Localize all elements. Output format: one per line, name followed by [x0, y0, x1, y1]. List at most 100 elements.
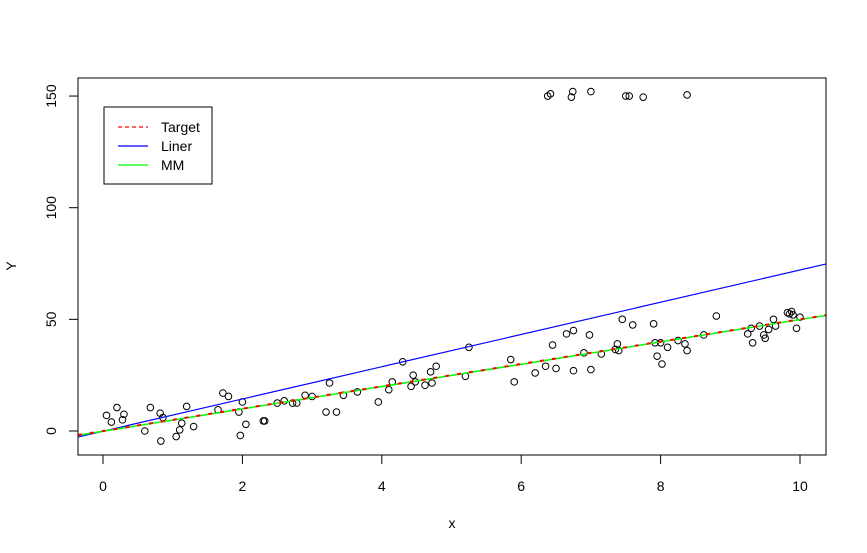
y-axis-label: Y — [3, 261, 19, 271]
y-tick-label: 150 — [43, 84, 59, 108]
data-point — [242, 420, 250, 429]
data-point — [787, 307, 796, 316]
data-point — [118, 416, 127, 424]
data-point — [260, 417, 269, 425]
legend-label: Target — [161, 119, 200, 135]
data-point — [146, 403, 155, 412]
data-point — [587, 365, 595, 374]
data-point — [398, 357, 407, 366]
data-point — [683, 91, 691, 99]
fit-lines — [77, 263, 826, 438]
data-point — [426, 368, 435, 376]
data-point — [761, 334, 769, 343]
data-point — [639, 93, 647, 101]
data-point — [618, 315, 627, 324]
plot-frame — [77, 77, 827, 456]
data-point — [567, 93, 576, 101]
x-axis-label: x — [449, 515, 456, 531]
legend: Target Liner MM — [103, 106, 213, 185]
data-point — [580, 349, 588, 357]
data-point — [102, 411, 111, 420]
data-point — [506, 355, 515, 364]
data-point — [219, 389, 227, 397]
data-point — [587, 87, 595, 96]
data-point — [585, 331, 594, 339]
data-point — [663, 343, 672, 352]
data-point — [681, 340, 689, 348]
x-axis: 0 2 4 6 8 10 — [99, 455, 808, 494]
data-point — [552, 364, 560, 373]
data-point — [280, 397, 289, 405]
data-point — [384, 385, 393, 394]
y-axis: 0 50 100 150 — [43, 84, 78, 435]
data-point — [743, 330, 752, 338]
x-tick-label: 8 — [657, 478, 665, 494]
data-point — [748, 338, 757, 347]
data-point — [428, 379, 436, 387]
x-tick-label: 6 — [517, 478, 525, 494]
data-point — [628, 321, 637, 329]
data-point — [175, 426, 184, 434]
data-point — [569, 366, 578, 375]
data-point — [332, 408, 341, 416]
mm-line — [77, 314, 826, 436]
data-point — [792, 324, 801, 333]
data-point — [421, 381, 429, 390]
data-point — [172, 432, 180, 441]
data-point — [653, 352, 661, 360]
y-tick-label: 50 — [43, 311, 59, 327]
data-point — [157, 437, 165, 445]
data-point — [409, 371, 417, 379]
x-tick-label: 4 — [378, 478, 386, 494]
data-point — [177, 419, 186, 427]
data-point — [322, 408, 330, 416]
y-tick-label: 0 — [43, 427, 59, 435]
data-point — [531, 369, 539, 377]
data-point — [236, 431, 245, 440]
data-point — [541, 362, 550, 371]
data-point — [407, 382, 415, 391]
data-point — [224, 392, 233, 401]
data-point — [120, 410, 128, 419]
data-point — [759, 331, 768, 339]
data-point — [107, 418, 116, 426]
data-point — [569, 326, 578, 335]
data-point — [141, 427, 149, 435]
data-point — [182, 402, 191, 411]
data-point — [562, 330, 571, 338]
data-point — [301, 391, 309, 400]
data-point — [789, 311, 797, 319]
legend-label: MM — [161, 157, 184, 173]
data-point — [621, 92, 630, 100]
liner-line — [77, 263, 826, 438]
data-point — [510, 378, 519, 386]
data-point — [353, 388, 362, 396]
data-point — [625, 92, 634, 100]
data-point — [712, 312, 721, 320]
data-point — [568, 87, 577, 96]
x-tick-label: 0 — [99, 478, 107, 494]
data-point — [325, 379, 334, 387]
data-point — [785, 309, 794, 318]
y-tick-label: 100 — [43, 196, 59, 220]
data-point — [374, 398, 383, 406]
data-point — [769, 315, 778, 324]
data-point — [683, 346, 691, 355]
x-tick-label: 2 — [239, 478, 247, 494]
data-point — [658, 360, 666, 368]
data-point — [113, 403, 121, 412]
data-point — [613, 340, 622, 348]
data-point — [796, 313, 804, 321]
data-point — [649, 320, 658, 328]
legend-label: Liner — [161, 138, 192, 154]
x-tick-label: 10 — [792, 478, 808, 494]
data-point — [764, 325, 773, 334]
data-points — [102, 87, 804, 445]
data-point — [546, 90, 555, 98]
data-point — [189, 422, 198, 431]
data-point — [432, 362, 440, 371]
data-point — [674, 336, 682, 345]
data-point — [548, 341, 557, 349]
data-point — [614, 346, 623, 355]
